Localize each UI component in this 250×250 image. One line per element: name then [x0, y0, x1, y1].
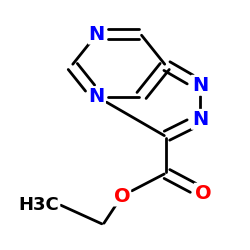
Text: N: N: [192, 110, 208, 129]
Text: O: O: [195, 184, 212, 203]
Text: N: N: [192, 76, 208, 95]
Text: N: N: [89, 24, 105, 44]
Text: O: O: [114, 186, 130, 206]
Text: N: N: [89, 87, 105, 106]
Text: H3C: H3C: [19, 196, 59, 214]
